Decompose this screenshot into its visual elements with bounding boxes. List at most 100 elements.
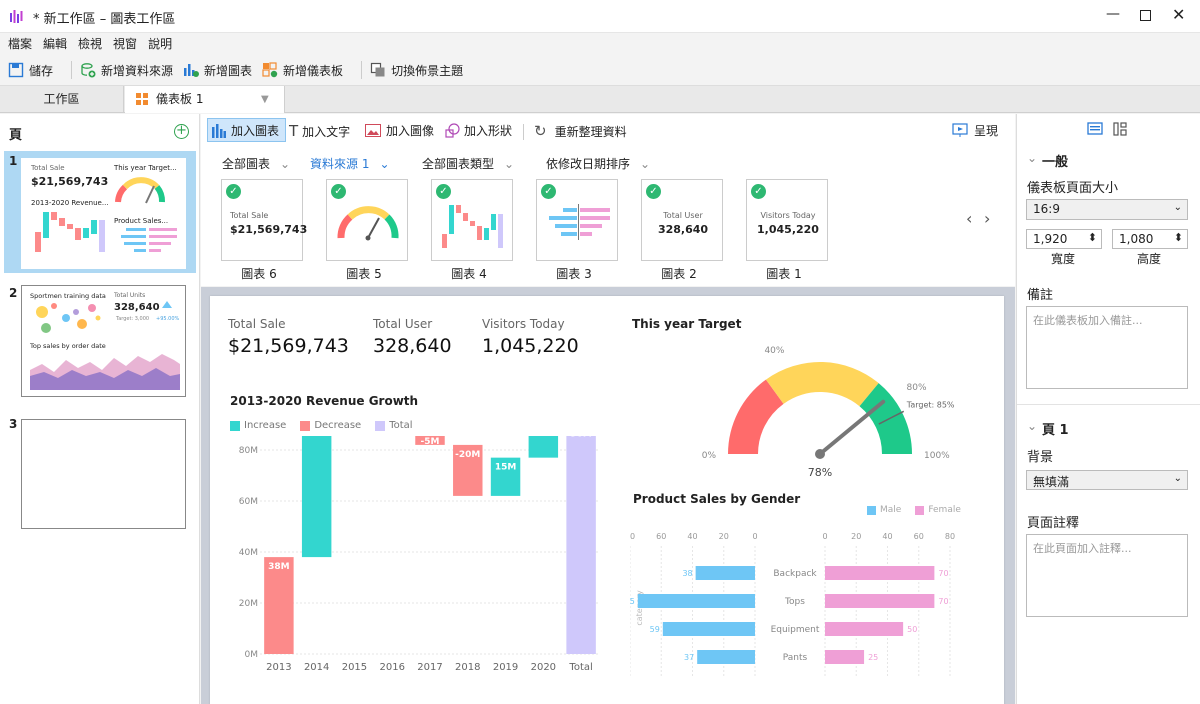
maximize-button[interactable] xyxy=(1140,10,1151,21)
text-icon: T xyxy=(289,122,299,140)
width-label: 寬度 xyxy=(1051,252,1076,266)
save-button[interactable]: 儲存 xyxy=(8,62,53,79)
male-bar xyxy=(695,566,755,580)
add-data-source-button[interactable]: 新增資料來源 xyxy=(80,62,173,79)
close-button[interactable]: ✕ xyxy=(1172,5,1186,24)
menu-help[interactable]: 說明 xyxy=(148,37,173,51)
menu-view[interactable]: 檢視 xyxy=(78,37,103,51)
chevron-down-icon[interactable]: ⌄ xyxy=(1027,151,1038,165)
chart-card-5[interactable]: ✓ xyxy=(326,179,408,261)
filter-data-source[interactable]: 資料來源 1 ⌄ xyxy=(310,155,390,172)
page-thumbnail-1[interactable]: Total Sale $21,569,743 This year Target.… xyxy=(21,158,186,269)
filter-all-charts[interactable]: 全部圖表 ⌄ xyxy=(222,155,290,172)
thumb1-kpi-value: $21,569,743 xyxy=(31,175,109,188)
next-arrow-icon[interactable]: › xyxy=(984,209,991,228)
category-label: Equipment xyxy=(771,625,820,635)
chart-card-1[interactable]: ✓ Visitors Today 1,045,220 xyxy=(746,179,828,261)
thumb2-pct: +95.00% xyxy=(156,316,180,322)
x-tick-label: 2015 xyxy=(342,662,367,673)
thumb1-product-title: Product Sales... xyxy=(114,217,169,225)
check-icon: ✓ xyxy=(331,184,346,199)
y-tick-label: 0M xyxy=(245,650,259,660)
kpi-total-user-label: Total User xyxy=(373,317,433,331)
add-shape-label: 加入形狀 xyxy=(464,124,513,138)
chart-card-3[interactable]: ✓ xyxy=(536,179,618,261)
switch-theme-button[interactable]: 切換佈景主題 xyxy=(370,62,463,79)
check-icon: ✓ xyxy=(646,184,661,199)
x-tick-label: 80 xyxy=(630,532,635,541)
menu-edit[interactable]: 編輯 xyxy=(43,37,68,51)
switch-theme-label: 切換佈景主題 xyxy=(391,63,464,78)
present-tool[interactable]: 呈現 xyxy=(952,122,998,139)
waterfall-bar xyxy=(528,436,559,458)
legend-swatch-male xyxy=(867,506,876,515)
page-number-1: 1 xyxy=(9,154,18,168)
kpi-total-sale-value: $21,569,743 xyxy=(228,335,349,357)
x-tick-label: Total xyxy=(568,662,592,673)
chart-card-2[interactable]: ✓ Total User 328,640 xyxy=(641,179,723,261)
filter-chart-type-label: 全部圖表類型 xyxy=(422,157,495,171)
legend-swatch-increase xyxy=(230,421,240,431)
layout-tab-icon[interactable] xyxy=(1113,122,1127,136)
dashboard-icon xyxy=(136,93,148,105)
add-dashboard-button[interactable]: 新增儀表板 xyxy=(262,62,343,79)
butterfly-title: Product Sales by Gender xyxy=(633,492,801,506)
present-label: 呈現 xyxy=(974,124,999,138)
section-divider xyxy=(1017,404,1200,405)
page-size-value: 16:9 xyxy=(1033,202,1060,216)
tab-workspace[interactable]: 工作區 xyxy=(0,86,124,113)
dashboard-notes-field[interactable]: 在此儀表板加入備註... xyxy=(1026,306,1188,389)
add-chart-tool[interactable]: 加入圖表 xyxy=(212,122,279,139)
spinner-icon[interactable]: ⬍ xyxy=(1173,231,1183,244)
page-thumbnail-2[interactable]: Sportmen training data Total Units 328,6… xyxy=(21,285,186,397)
waterfall-thumbnail xyxy=(442,205,503,248)
waterfall-chart: 0M20M40M60M80M38M201369M2014-10M2015-10M… xyxy=(239,436,600,673)
add-shape-tool[interactable]: 加入形狀 xyxy=(445,122,512,139)
page-number-3: 3 xyxy=(9,417,18,431)
dashboard-page[interactable]: Total Sale $21,569,743 Total User 328,64… xyxy=(210,296,1004,704)
x-tick-label: 2016 xyxy=(379,662,404,673)
chart-card-4[interactable]: ✓ xyxy=(431,179,513,261)
tab-dropdown-icon[interactable]: ▼ xyxy=(261,94,269,105)
add-chart-button[interactable]: 新增圖表 xyxy=(183,62,252,79)
width-spinbox[interactable]: 1,920 ⬍ xyxy=(1026,229,1102,249)
section-page: 頁 1 xyxy=(1042,423,1069,438)
thumb2-area-title: Top sales by order date xyxy=(30,342,106,350)
page-size-select[interactable]: 16:9 ⌄ xyxy=(1026,199,1188,220)
kpi-total-user-value: 328,640 xyxy=(373,335,452,357)
add-data-source-icon xyxy=(81,63,96,78)
sort-by-date[interactable]: 依修改日期排序 ⌄ xyxy=(546,155,650,172)
minimize-button[interactable]: — xyxy=(1106,6,1120,22)
female-data-label: 70 xyxy=(938,597,948,606)
menu-window[interactable]: 視窗 xyxy=(113,37,138,51)
x-tick-label: 20 xyxy=(719,532,729,541)
spinner-icon[interactable]: ⬍ xyxy=(1087,231,1097,244)
tab-dashboard[interactable]: 儀表板 1 ▼ xyxy=(125,86,285,113)
female-data-label: 25 xyxy=(868,653,878,662)
thumb1-graphics xyxy=(35,177,177,252)
refresh-data-tool[interactable]: ↻ 重新整理資料 xyxy=(534,122,627,140)
prev-arrow-icon[interactable]: ‹ xyxy=(966,209,973,228)
page-thumbnail-3[interactable] xyxy=(21,419,186,529)
properties-tab-icon[interactable] xyxy=(1087,122,1103,136)
gauge-red-band xyxy=(728,379,784,454)
height-spinbox[interactable]: 1,080 ⬍ xyxy=(1112,229,1188,249)
page-notes-field[interactable]: 在此頁面加入註釋... xyxy=(1026,534,1188,617)
bar-data-label: 15M xyxy=(495,463,517,473)
gauge-tick-label: 40% xyxy=(764,346,784,356)
add-image-tool[interactable]: 加入圖像 xyxy=(365,122,434,139)
x-tick-label: 40 xyxy=(687,532,697,541)
y-tick-label: 80M xyxy=(239,446,258,456)
x-tick-label: 0 xyxy=(822,532,827,541)
legend-swatch-total xyxy=(375,421,386,431)
menu-file[interactable]: 檔案 xyxy=(8,37,33,51)
document-tabs: 工作區 儀表板 1 ▼ xyxy=(0,86,1200,113)
chevron-down-icon: ⌄ xyxy=(504,157,515,171)
background-select[interactable]: 無填滿 ⌄ xyxy=(1026,470,1188,490)
filter-chart-type[interactable]: 全部圖表類型 ⌄ xyxy=(422,155,514,172)
chevron-down-icon[interactable]: ⌄ xyxy=(1027,419,1038,433)
add-page-icon[interactable]: + xyxy=(174,124,189,139)
add-text-tool[interactable]: T 加入文字 xyxy=(289,122,350,140)
toolbar-divider xyxy=(361,61,363,79)
chart-card-6[interactable]: ✓ Total Sale $21,569,743 xyxy=(221,179,307,261)
